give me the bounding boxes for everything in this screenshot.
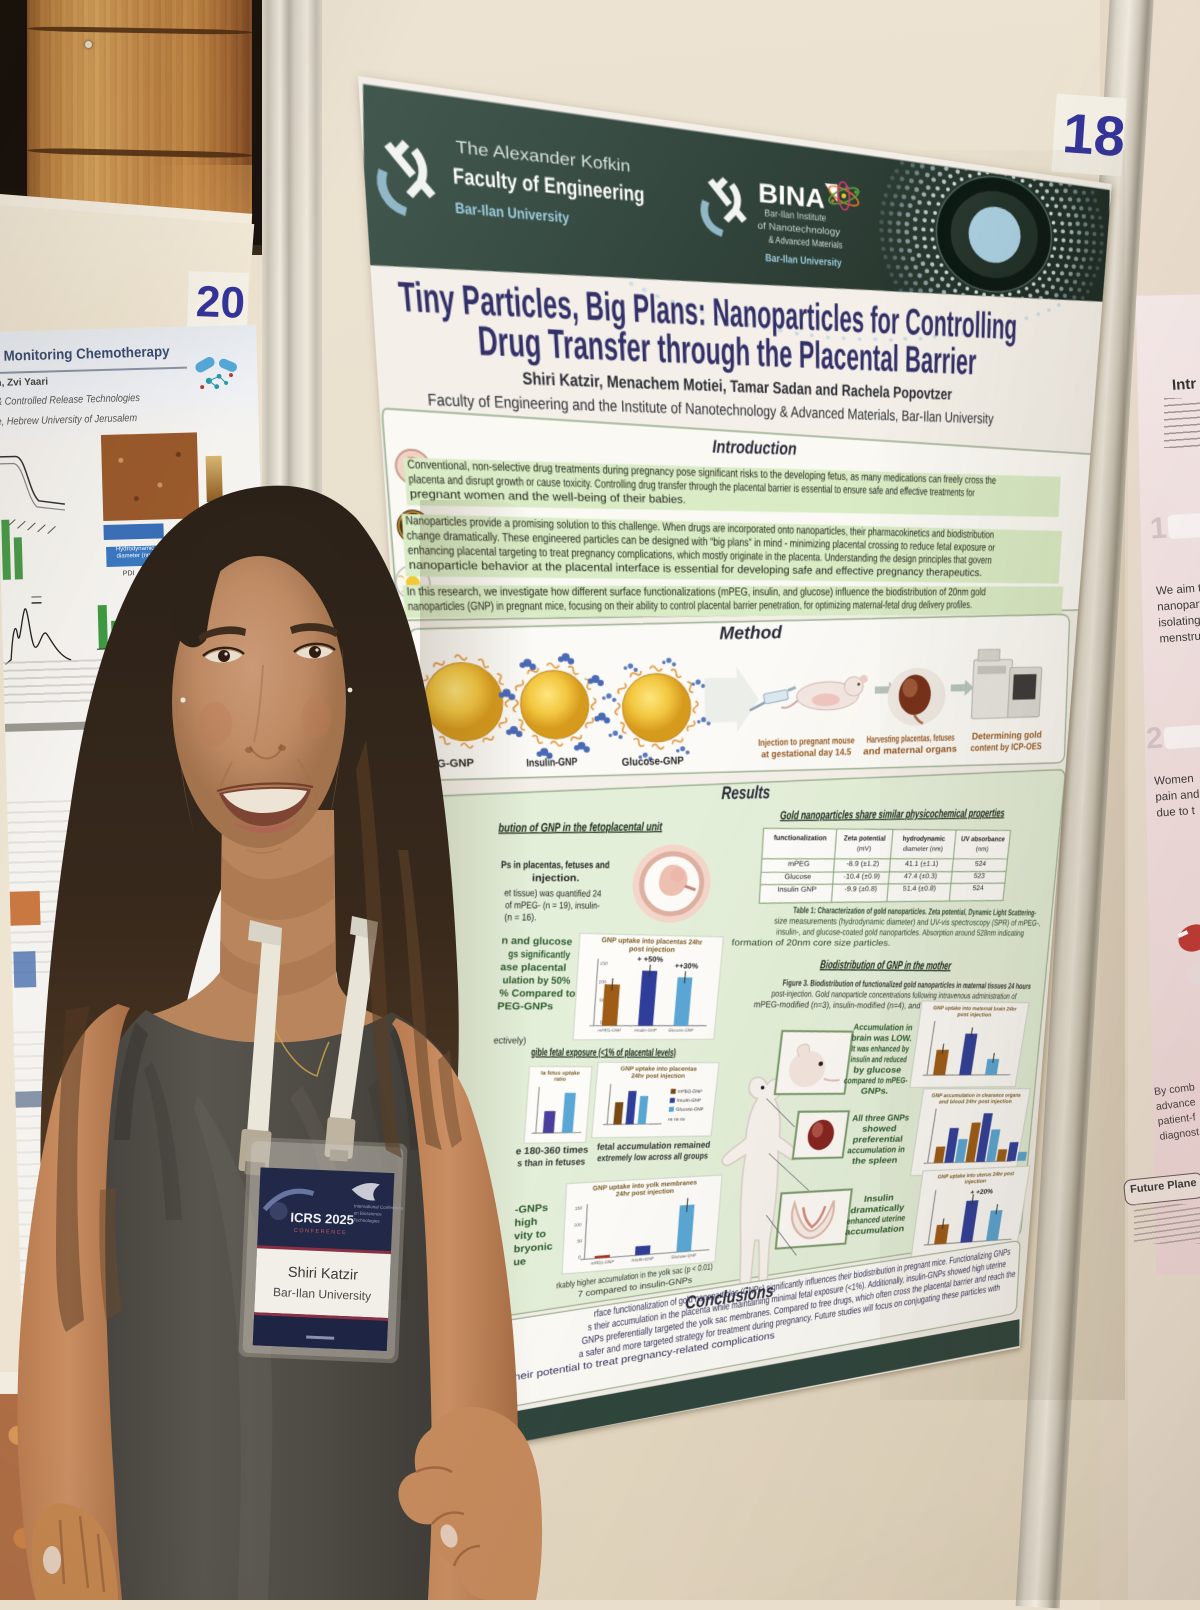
- svg-text:ICRS 2025: ICRS 2025: [290, 1210, 354, 1228]
- svg-text:Shiri Katzir: Shiri Katzir: [288, 1265, 359, 1284]
